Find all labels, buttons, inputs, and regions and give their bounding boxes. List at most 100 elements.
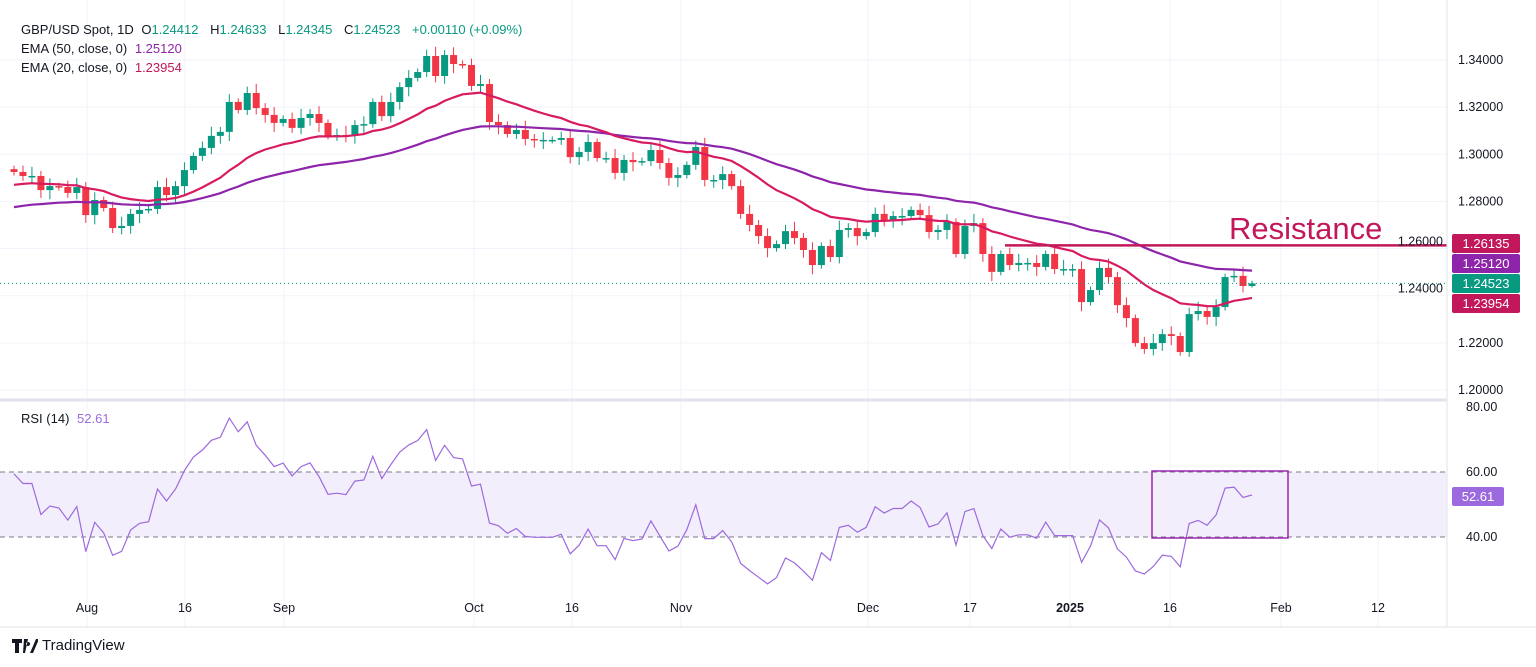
price-tick-label: 1.26000	[1398, 235, 1443, 249]
candle-body	[55, 186, 63, 188]
candle	[844, 223, 852, 238]
ema50-legend[interactable]: EMA (50, close, 0) 1.25120	[21, 41, 186, 56]
time-tick-label: 2025	[1056, 601, 1084, 615]
candle	[252, 83, 260, 115]
ohlc-open: O1.24412	[141, 22, 199, 37]
ema50-value: 1.25120	[134, 41, 182, 56]
candle	[593, 138, 601, 162]
candle	[548, 136, 556, 144]
candle-body	[109, 208, 117, 229]
candle	[575, 146, 583, 165]
candle	[620, 154, 628, 181]
candle-body	[91, 200, 99, 216]
candle-body	[216, 131, 224, 136]
candle-body	[512, 130, 520, 135]
candle-body	[826, 245, 834, 258]
candle	[46, 178, 54, 200]
candle-body	[719, 174, 727, 180]
candle-body	[557, 138, 565, 140]
rsi-tick-label: 40.00	[1466, 530, 1497, 544]
ema50-line	[13, 125, 1253, 272]
candle	[163, 177, 171, 202]
candle-body	[764, 236, 772, 249]
candle	[871, 207, 879, 238]
candle	[414, 68, 422, 82]
time-tick-label: 16	[565, 601, 579, 615]
candle-body	[46, 186, 54, 191]
candle-body	[145, 208, 153, 211]
candle-body	[1167, 334, 1175, 337]
candle	[853, 220, 861, 246]
candle	[808, 242, 816, 275]
candle-body	[539, 139, 547, 142]
candle	[799, 233, 807, 258]
candle-body	[180, 170, 188, 187]
candle	[297, 108, 305, 135]
ema50-price-tag: 1.25120	[1452, 254, 1520, 273]
candle-body	[593, 142, 601, 159]
rsi-tick-label: 60.00	[1466, 465, 1497, 479]
ema20-legend[interactable]: EMA (20, close, 0) 1.23954	[21, 60, 186, 75]
candle	[207, 126, 215, 155]
candle-body	[118, 225, 126, 229]
candle-body	[1140, 343, 1148, 349]
candle-body	[1060, 269, 1068, 271]
candle-body	[494, 121, 502, 126]
candle-body	[10, 169, 18, 172]
candle-body	[1051, 253, 1059, 270]
candle-body	[808, 249, 816, 266]
candle-body	[432, 55, 440, 77]
ema50-label: EMA (50, close, 0)	[21, 41, 128, 56]
candle	[503, 121, 511, 138]
resistance-label: Resistance	[1229, 211, 1382, 246]
candle	[288, 112, 296, 133]
candle-body	[1095, 267, 1103, 291]
rsi-band	[0, 472, 1447, 537]
price-axis[interactable]: 1.34000 1.32000 1.30000 1.28000 1.26000 1.240…	[1398, 53, 1503, 397]
candle-body	[656, 150, 664, 164]
ema20-value: 1.23954	[134, 60, 182, 75]
time-axis[interactable]: Aug 16 Sep Oct 16 Nov Dec 17 2025 16 Feb 12	[76, 601, 1385, 615]
svg-text:1.24523: 1.24523	[1463, 276, 1510, 291]
candle-body	[234, 101, 242, 110]
candle	[701, 137, 709, 187]
candle-body	[171, 186, 179, 196]
candle-body	[1203, 311, 1211, 317]
rsi-axis[interactable]: 80.00 60.00 40.00	[1466, 400, 1497, 544]
price-tick-label: 1.32000	[1458, 100, 1503, 114]
svg-text:1.23954: 1.23954	[1463, 296, 1510, 311]
candle	[638, 157, 646, 166]
candle	[602, 151, 610, 164]
candle	[1042, 250, 1050, 271]
symbol-title[interactable]: GBP/USD Spot, 1D	[21, 22, 134, 37]
candle	[459, 60, 467, 69]
candle	[988, 246, 996, 282]
candle-body	[566, 138, 574, 158]
candle-body	[943, 221, 951, 230]
candle	[817, 242, 825, 269]
candle-body	[521, 130, 529, 139]
candle-body	[1176, 336, 1184, 353]
candle-body	[1194, 311, 1202, 315]
candle	[1060, 259, 1068, 276]
candle	[1140, 336, 1148, 354]
candle	[441, 50, 449, 84]
candle-body	[997, 253, 1005, 272]
rsi-value: 52.61	[77, 411, 110, 426]
candle-body	[548, 139, 556, 142]
candle	[979, 218, 987, 262]
candle-body	[952, 221, 960, 254]
candle	[180, 162, 188, 196]
candle	[423, 49, 431, 77]
tradingview-logo[interactable]: TradingView	[12, 637, 125, 654]
candle-body	[790, 231, 798, 238]
rsi-legend[interactable]: RSI (14) 52.61	[21, 411, 114, 426]
candle	[432, 46, 440, 83]
candle	[10, 165, 18, 176]
ema20-label: EMA (20, close, 0)	[21, 60, 128, 75]
candle-body	[468, 64, 476, 86]
candle	[1078, 261, 1086, 312]
candle	[1131, 314, 1139, 347]
candle-body	[261, 108, 269, 115]
